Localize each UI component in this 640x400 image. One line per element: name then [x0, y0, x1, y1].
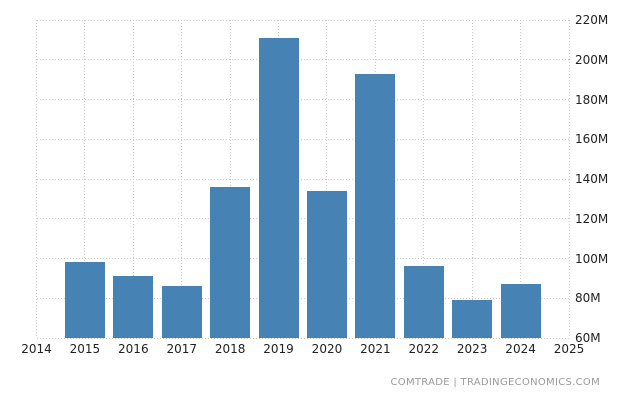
y-tick-label-80M: 80M — [575, 291, 601, 306]
y-tick-label-140M: 140M — [575, 172, 609, 186]
plot-area — [36, 19, 570, 339]
bar-2024[interactable] — [500, 284, 541, 338]
h-gridline-160M — [36, 138, 569, 140]
h-gridline-100M — [36, 258, 569, 259]
h-gridline-180M — [36, 99, 569, 100]
x-tick-label-2019: 2019 — [263, 342, 294, 356]
bar-2023[interactable] — [452, 300, 493, 338]
bar-2021[interactable] — [355, 73, 396, 338]
h-gridline-220M — [36, 19, 569, 21]
x-tick-label-2023: 2023 — [456, 342, 488, 356]
bar-2020[interactable] — [306, 190, 347, 338]
x-tick-label-2015: 2015 — [69, 342, 101, 356]
h-gridline-140M — [36, 178, 569, 180]
bar-2022[interactable] — [403, 266, 444, 338]
x-tick-label-2024: 2024 — [505, 342, 536, 356]
h-gridline-60M — [36, 337, 569, 339]
bar-2015[interactable] — [64, 262, 105, 338]
y-tick-label-160M: 160M — [575, 132, 609, 147]
h-gridline-120M — [36, 218, 569, 220]
bar-2018[interactable] — [210, 186, 251, 338]
attribution: COMTRADE | TRADINGECONOMICS.COM — [390, 377, 600, 388]
x-tick-label-2014: 2014 — [21, 342, 52, 356]
x-tick-label-2021: 2021 — [360, 342, 391, 356]
y-tick-label-120M: 120M — [575, 211, 609, 226]
x-tick-label-2016: 2016 — [118, 342, 149, 356]
x-tick-label-2018: 2018 — [214, 342, 246, 356]
x-tick-label-2020: 2020 — [311, 342, 343, 356]
x-tick-label-2017: 2017 — [166, 342, 197, 356]
bar-2016[interactable] — [113, 276, 154, 338]
y-tick-label-60M: 60M — [575, 331, 601, 345]
v-gridline-2025 — [568, 20, 570, 338]
bar-2017[interactable] — [161, 286, 202, 338]
y-tick-label-220M: 220M — [575, 13, 609, 27]
x-tick-label-2025: 2025 — [553, 342, 585, 356]
h-gridline-200M — [36, 59, 569, 61]
y-tick-label-180M: 180M — [575, 92, 609, 107]
h-gridline-80M — [36, 297, 569, 299]
y-tick-label-200M: 200M — [575, 52, 609, 67]
x-tick-label-2022: 2022 — [408, 342, 440, 356]
y-tick-label-100M: 100M — [575, 251, 609, 266]
bar-2019[interactable] — [258, 37, 299, 338]
